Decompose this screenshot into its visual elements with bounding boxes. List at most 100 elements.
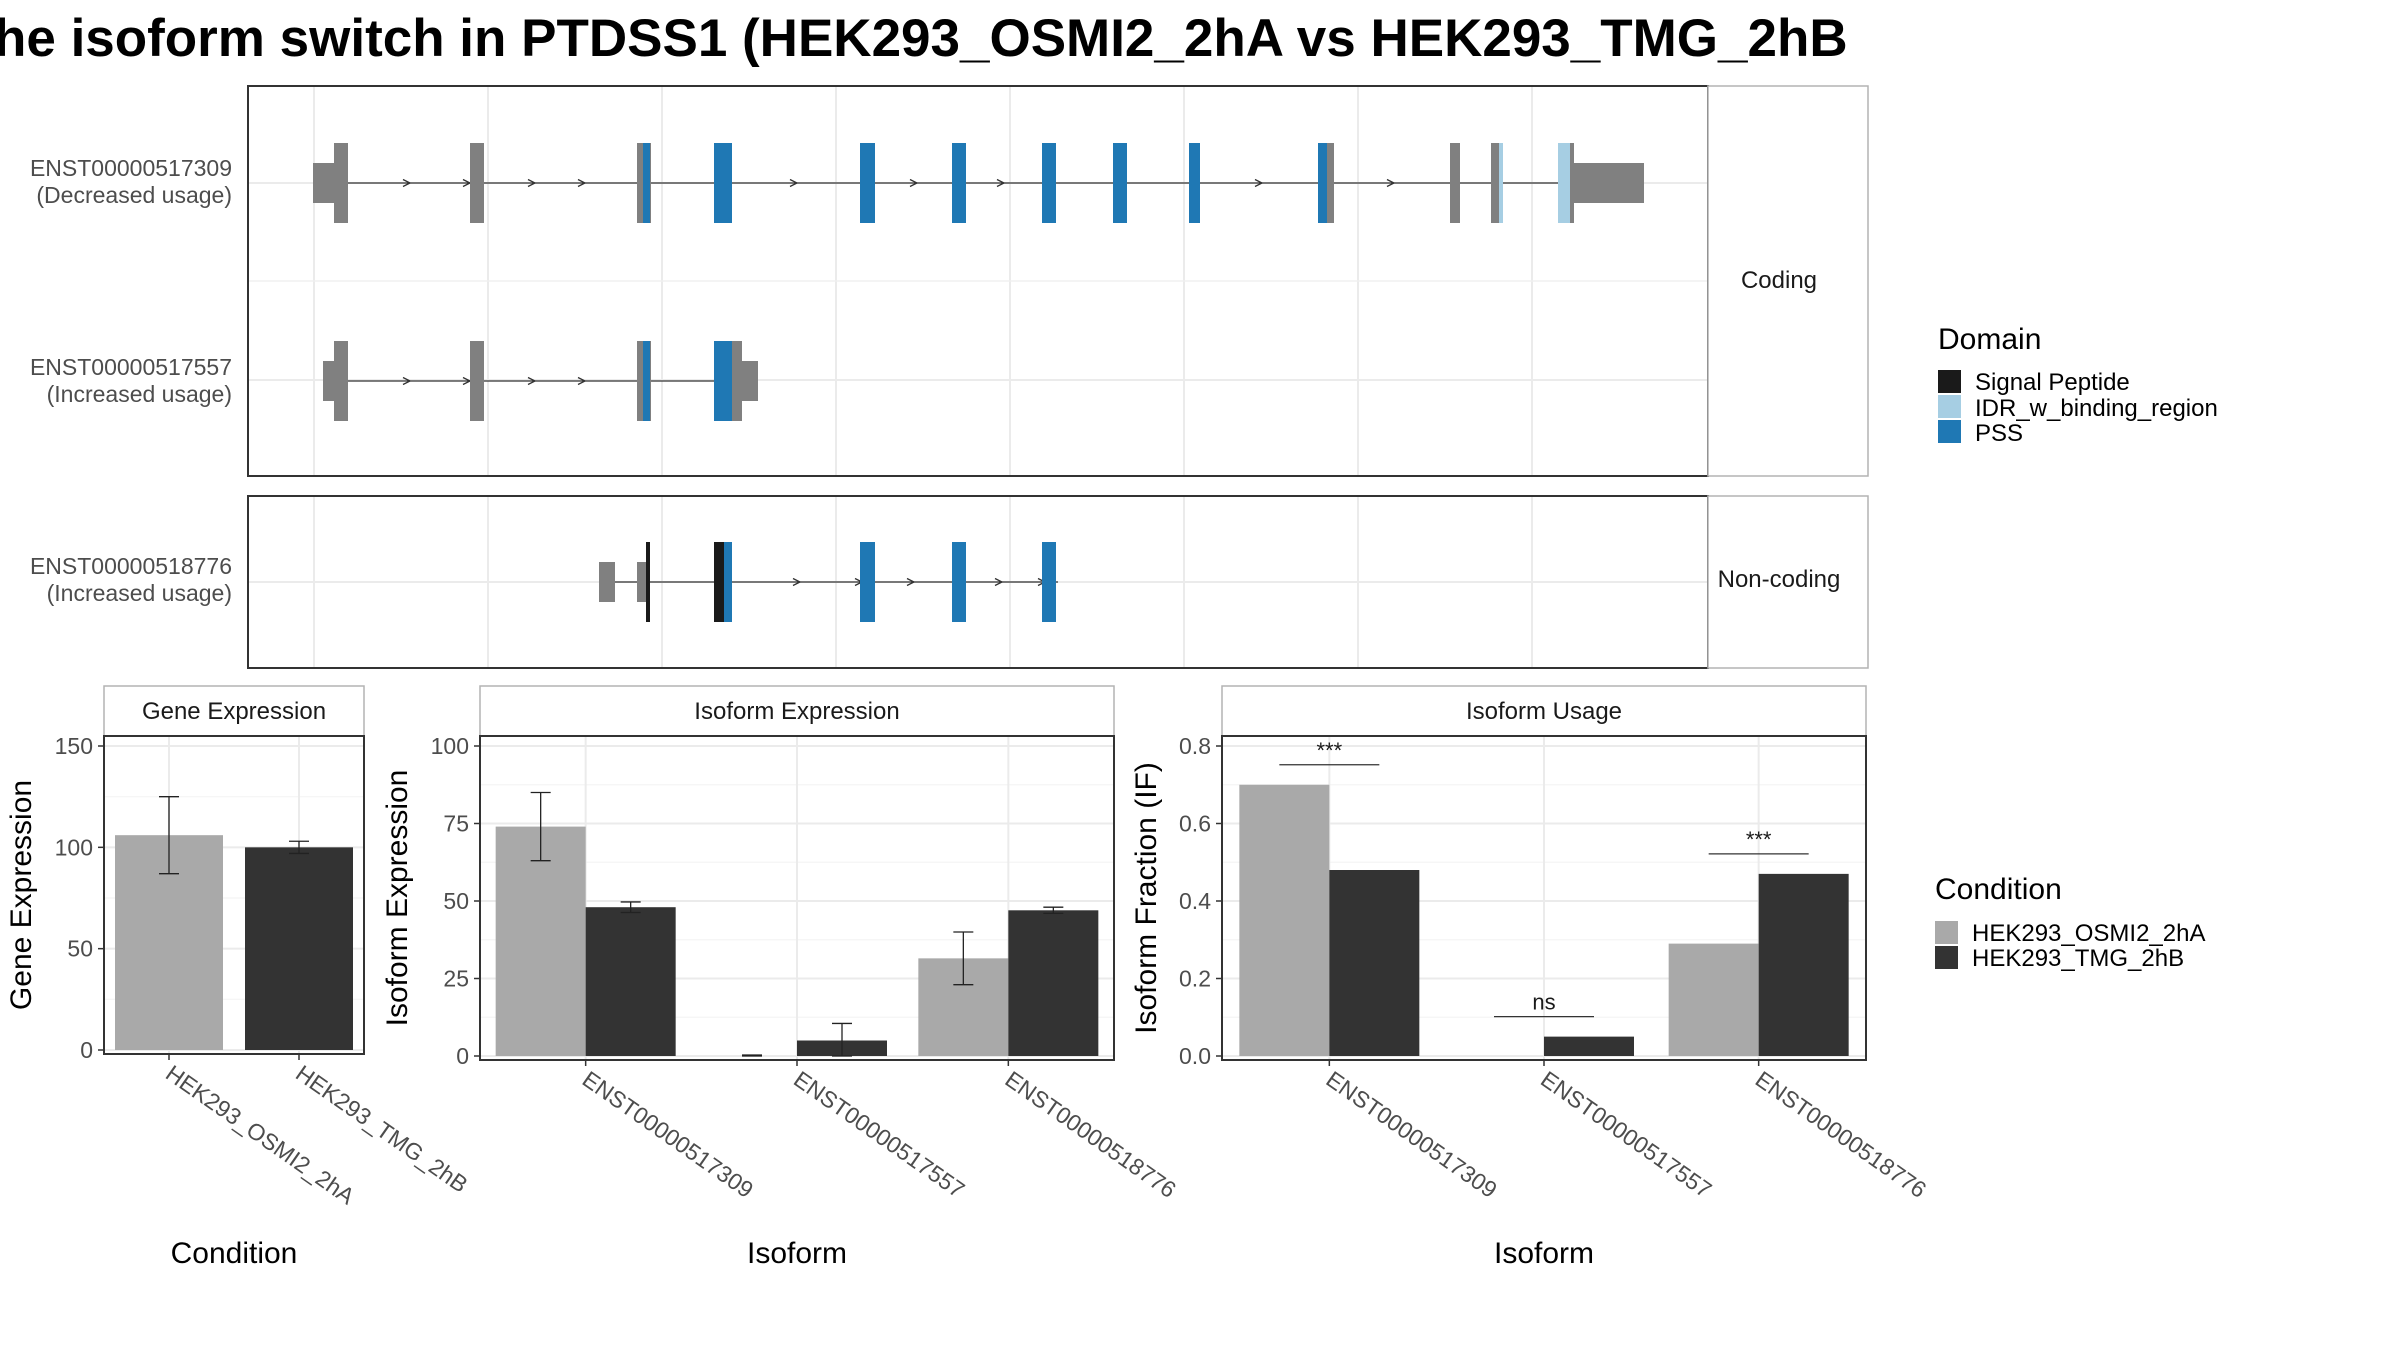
transcript-1-exon-9 [1113, 143, 1127, 223]
isoform-usage-strip [1221, 685, 1867, 737]
transcript-3-exon-4 [724, 542, 732, 622]
legend-swatch-tmg [1935, 946, 1958, 969]
transcript-2-exon-7 [738, 361, 758, 401]
transcript-3-intron-arrow-3 [994, 577, 1004, 587]
transcript-2-exon-6 [732, 341, 742, 421]
isoform-usage-xtick-label-2: ENST00000518776 [1751, 1066, 1931, 1203]
legend-label-signal-peptide: Signal Peptide [1975, 369, 2130, 396]
transcript-1-exon-1 [334, 143, 348, 223]
coding-strip-label: Coding [1741, 267, 1817, 294]
gene-yaxis-title: Gene Expression [5, 780, 38, 1010]
coding-strip-box [1707, 85, 1869, 477]
transcript-2-exon-0 [323, 361, 337, 401]
transcript-1-exon-4 [643, 143, 650, 223]
domain-legend: Domain Signal Peptide IDR_w_binding_regi… [1938, 323, 2218, 447]
transcript-2-intron-arrow-0 [402, 376, 412, 386]
transcript-label-3-id: ENST00000518776 [30, 553, 232, 579]
transcript-2-intron-arrow-2 [527, 376, 537, 386]
isoform-expr-xtick-label-1: ENST00000517557 [789, 1066, 969, 1203]
transcript-3-exon-2 [646, 542, 650, 622]
gene-plot-border [103, 735, 365, 1055]
transcript-1-intron-arrow-7 [1254, 178, 1264, 188]
legend-swatch-osmi2 [1935, 921, 1958, 944]
transcript-2-exon-5 [714, 341, 732, 421]
legend-swatch-pss [1938, 420, 1961, 443]
legend-label-pss: PSS [1975, 420, 2023, 447]
isoform-expr-ytick-label-4: 100 [431, 733, 469, 759]
isoform-expr-ytick-label-2: 50 [443, 888, 469, 914]
legend-swatch-signal-peptide [1938, 370, 1961, 393]
gene-bar-1-0 [245, 847, 353, 1050]
isoform-usage-ytick-label-3: 0.6 [1179, 811, 1211, 837]
figure-title: he isoform switch in PTDSS1 (HEK293_OSMI… [0, 9, 1848, 68]
isoform-usage-ytick-label-1: 0.2 [1179, 966, 1211, 992]
isoform-expr-yaxis-title: Isoform Expression [381, 770, 414, 1027]
isoform-expr-xtick-label-0: ENST00000517309 [578, 1066, 758, 1203]
isoform-usage-ytick-label-2: 0.4 [1179, 888, 1211, 914]
transcript-3-exon-3 [714, 542, 724, 622]
legend-label-tmg: HEK293_TMG_2hB [1972, 945, 2184, 972]
transcript-1-intron-arrow-3 [577, 178, 587, 188]
title-clip-mask [1870, 0, 2400, 78]
transcript-1-exon-8 [1042, 143, 1056, 223]
isoform-usage-bar-2-1 [1758, 873, 1849, 1056]
transcript-1-exon-12 [1318, 143, 1327, 223]
isoform-usage-ytick-label-4: 0.8 [1179, 733, 1211, 759]
noncoding-strip-label: Non-coding [1718, 566, 1841, 593]
transcript-2-exon-2 [470, 341, 484, 421]
transcript-1-exon-14 [1491, 143, 1501, 223]
transcript-label-3-usage: (Increased usage) [47, 580, 232, 606]
transcript-2-exon-4 [643, 341, 650, 421]
transcript-label-1-id: ENST00000517309 [30, 155, 232, 181]
isoform-expr-ytick-label-1: 25 [443, 966, 469, 992]
transcript-3-intron-arrow-0 [792, 577, 802, 587]
isoform-usage-panel: Isoform Usage 0.0 0.2 0.4 0.6 0.8 *** ns *** ENST… [1130, 685, 1931, 1270]
gene-ytick-label-0: 0 [80, 1037, 93, 1063]
transcript-2-intron-arrow-3 [577, 376, 587, 386]
transcript-1-exon-18 [1574, 163, 1644, 203]
transcript-1-exon-2 [470, 143, 484, 223]
gene-expression-panel: Gene Expression050100150HEK293_OSMI2_2hA… [5, 685, 473, 1270]
transcript-3-intron-arrow-2 [906, 577, 916, 587]
transcript-label-2-usage: (Increased usage) [47, 381, 232, 407]
transcript-3-exon-5 [860, 542, 875, 622]
gene-ytick-label-2: 100 [55, 834, 93, 860]
transcript-1-exon-6 [860, 143, 875, 223]
transcript-3-exon-0 [599, 562, 615, 602]
transcript-3-exon-7 [1042, 542, 1056, 622]
transcript-label-2-id: ENST00000517557 [30, 354, 232, 380]
noncoding-strip-box [1707, 495, 1869, 669]
legend-label-idr: IDR_w_binding_region [1975, 395, 2218, 422]
transcript-1-exon-13 [1450, 143, 1460, 223]
isoform-usage-sig-label-1: ns [1532, 990, 1555, 1015]
legend-label-osmi2: HEK293_OSMI2_2hA [1972, 920, 2205, 947]
gene-strip [103, 685, 365, 737]
isoform-expr-bar-0-0 [495, 826, 586, 1056]
isoform-usage-bar-0-0 [1239, 784, 1330, 1056]
condition-legend: Condition HEK293_OSMI2_2hA HEK293_TMG_2h… [1935, 873, 2205, 972]
condition-legend-title: Condition [1935, 873, 2062, 906]
isoform-usage-ytick-label-0: 0.0 [1179, 1043, 1211, 1069]
isoform-usage-xtick-label-0: ENST00000517309 [1321, 1066, 1501, 1203]
transcript-3-exon-6 [952, 542, 966, 622]
isoform-usage-sig-label-2: *** [1746, 827, 1772, 852]
isoform-usage-bar-2-0 [1668, 943, 1759, 1056]
isoform-expr-strip-label: Isoform Expression [694, 698, 899, 725]
isoform-usage-yaxis-title: Isoform Fraction (IF) [1130, 762, 1163, 1034]
transcript-1-exon-5 [714, 143, 732, 223]
domain-legend-title: Domain [1938, 323, 2041, 356]
transcript-structure-panel [247, 85, 1869, 669]
transcript-1-exon-7 [952, 143, 966, 223]
transcript-1-intron-arrow-5 [909, 178, 919, 188]
transcript-label-1-usage: (Decreased usage) [36, 182, 232, 208]
isoform-usage-xtick-label-1: ENST00000517557 [1536, 1066, 1716, 1203]
isoform-expr-strip [479, 685, 1115, 737]
isoform-expr-xtick-label-2: ENST00000518776 [1000, 1066, 1180, 1203]
transcript-1-intron-arrow-2 [527, 178, 537, 188]
isoform-expr-xaxis-title: Isoform [747, 1237, 847, 1270]
isoform-usage-sig-label-0: *** [1316, 738, 1342, 763]
gene-xaxis-title: Condition [171, 1237, 298, 1270]
isoform-expr-bar-0-1 [585, 907, 676, 1056]
transcript-1-intron-arrow-8 [1386, 178, 1396, 188]
gene-strip-label: Gene Expression [142, 698, 326, 725]
